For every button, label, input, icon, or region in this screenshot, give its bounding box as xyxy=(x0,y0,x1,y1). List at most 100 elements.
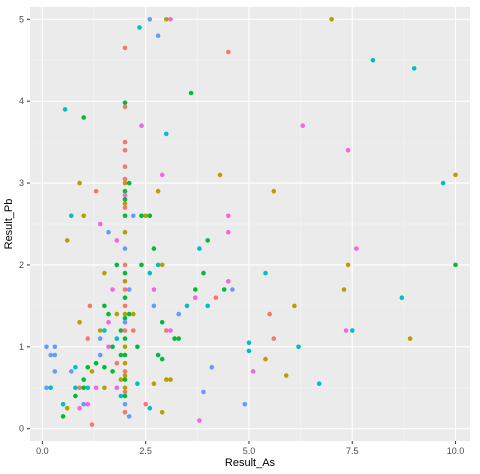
y-tick-label: 3 xyxy=(19,178,24,188)
data-point xyxy=(122,180,128,186)
data-point xyxy=(122,295,128,301)
x-tick-label: 0.0 xyxy=(36,446,49,456)
data-point xyxy=(139,213,144,219)
data-point xyxy=(118,377,124,382)
data-point xyxy=(122,352,128,358)
data-point xyxy=(60,414,66,419)
data-point xyxy=(453,172,458,178)
grid-major xyxy=(30,7,470,441)
data-point xyxy=(48,352,53,358)
data-point xyxy=(122,279,128,284)
data-point xyxy=(64,238,70,243)
data-point xyxy=(114,360,120,366)
data-point xyxy=(155,262,161,268)
data-point xyxy=(122,344,128,350)
data-point xyxy=(122,389,128,395)
y-axis-title: Result_Pb xyxy=(3,199,15,250)
data-point xyxy=(87,303,93,309)
data-point xyxy=(73,385,78,391)
data-point xyxy=(411,66,417,71)
data-point xyxy=(209,365,215,370)
data-point xyxy=(193,287,198,292)
data-point xyxy=(69,369,74,374)
data-point xyxy=(122,401,128,407)
data-point xyxy=(44,344,49,350)
data-point xyxy=(69,213,74,219)
data-points xyxy=(44,17,458,427)
data-point xyxy=(151,303,157,309)
data-point xyxy=(168,377,173,382)
data-point xyxy=(77,320,82,325)
data-point xyxy=(64,405,70,411)
data-point xyxy=(81,115,86,120)
y-tick-label: 1 xyxy=(19,342,24,352)
data-point xyxy=(197,246,202,251)
data-point xyxy=(122,262,128,268)
data-point xyxy=(440,180,446,186)
data-point xyxy=(226,279,231,284)
data-point xyxy=(106,229,111,235)
data-point xyxy=(114,311,120,317)
data-point xyxy=(102,365,107,370)
data-point xyxy=(263,356,268,362)
data-point xyxy=(159,262,165,268)
data-point xyxy=(205,238,210,243)
data-point xyxy=(77,405,82,411)
data-point xyxy=(151,287,157,292)
data-point xyxy=(350,328,355,333)
data-point xyxy=(159,356,165,362)
data-point xyxy=(106,320,111,325)
data-point xyxy=(122,315,128,321)
data-point xyxy=(345,148,351,153)
x-tick-label: 2.5 xyxy=(139,446,152,456)
data-point xyxy=(453,262,458,268)
data-point xyxy=(122,377,128,382)
data-point xyxy=(147,17,153,22)
data-point xyxy=(155,352,161,358)
data-point xyxy=(399,295,405,301)
data-point xyxy=(164,131,169,137)
data-point xyxy=(296,344,301,350)
data-point xyxy=(300,123,306,128)
data-point xyxy=(89,369,95,374)
data-point xyxy=(97,336,103,341)
data-point xyxy=(188,90,194,96)
data-point xyxy=(131,213,136,219)
data-point xyxy=(184,303,190,309)
data-point xyxy=(151,381,157,387)
data-point xyxy=(407,336,413,341)
y-tick-label: 0 xyxy=(19,424,24,434)
data-point xyxy=(143,401,148,407)
data-point xyxy=(122,246,128,251)
data-point xyxy=(271,336,277,341)
data-point xyxy=(271,188,277,194)
data-point xyxy=(122,104,128,110)
data-point xyxy=(122,369,128,374)
data-point xyxy=(122,100,128,106)
data-point xyxy=(230,287,235,292)
data-point xyxy=(172,336,177,341)
data-point xyxy=(155,188,161,194)
data-point xyxy=(122,410,128,415)
data-point xyxy=(159,320,165,325)
data-point xyxy=(118,352,124,358)
data-point xyxy=(48,385,53,391)
data-point xyxy=(77,180,82,186)
data-point xyxy=(102,328,107,333)
data-point xyxy=(44,385,49,391)
data-point xyxy=(122,201,128,206)
data-point xyxy=(147,270,153,276)
data-point xyxy=(201,270,206,276)
data-point xyxy=(122,45,128,51)
data-point xyxy=(147,213,153,219)
data-point xyxy=(77,385,82,391)
data-point xyxy=(147,405,153,411)
data-point xyxy=(155,33,161,38)
data-point xyxy=(246,348,252,354)
data-point xyxy=(263,270,268,276)
data-point xyxy=(151,246,157,251)
data-point xyxy=(52,344,58,350)
data-point xyxy=(126,287,132,292)
data-point xyxy=(217,172,223,178)
data-point xyxy=(110,369,115,374)
